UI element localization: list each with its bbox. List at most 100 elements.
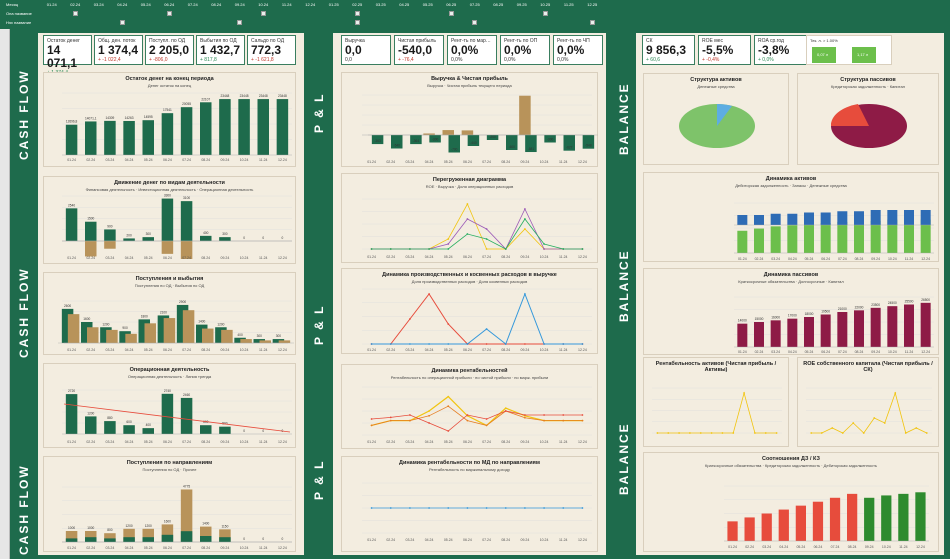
data-point (667, 432, 670, 434)
bar (812, 501, 824, 541)
bar (429, 135, 441, 143)
bar (200, 536, 212, 542)
x-tick-label: 02.24 (86, 348, 95, 352)
bar (85, 537, 97, 542)
kpi-title: Остаток денег (47, 38, 80, 44)
x-tick-label: 12.24 (578, 348, 587, 352)
bar (182, 310, 195, 343)
month-cell: 09.25 (516, 2, 527, 7)
x-tick-label: 07.24 (831, 545, 840, 549)
bar (442, 130, 454, 135)
chart-legend: Финансовая деятельность · Инвестиционная… (85, 187, 254, 192)
x-tick-label: 02.24 (386, 160, 395, 164)
x-tick-label: 06.24 (163, 158, 172, 162)
bar (787, 213, 798, 225)
filter-checkbox[interactable] (260, 10, 266, 16)
bar (163, 318, 176, 343)
data-point (485, 343, 488, 345)
data-label: 300 (276, 334, 282, 338)
x-tick-label: 03.24 (106, 158, 115, 162)
chart-title: Выручка & Чистая прибыль (431, 76, 508, 82)
x-tick-label: 10.24 (882, 545, 891, 549)
x-tick-label: 06.24 (463, 348, 472, 352)
filter-checkbox[interactable] (237, 19, 243, 25)
bar (864, 497, 875, 541)
kpi-value: 9 856,3 (646, 43, 687, 57)
kpi-value: 0,0 (345, 43, 362, 57)
bar (770, 213, 781, 225)
kpi-delta: + -0,4% (702, 57, 720, 63)
chart-title: Движение денег по видам деятельности (114, 180, 225, 186)
filter-checkbox[interactable] (448, 10, 454, 16)
bar (176, 304, 189, 343)
month-cell: 03.24 (93, 2, 104, 7)
bar (215, 327, 227, 343)
bar (787, 318, 798, 347)
x-tick-label: 01.24 (738, 350, 747, 354)
data-point (524, 218, 526, 220)
bar (200, 102, 212, 155)
x-tick-label: 02.24 (745, 545, 754, 549)
filter-checkbox[interactable] (542, 10, 548, 16)
data-point (862, 432, 865, 434)
kpi-title: Рент-ть по мар… (451, 38, 491, 44)
x-tick-label: 12.24 (278, 546, 287, 550)
kpi-value: -5,5% (702, 43, 734, 57)
series-line (657, 391, 777, 434)
data-label: 1200 (102, 322, 109, 326)
data-label: 2720 (68, 389, 75, 393)
x-tick-label: 08.24 (855, 257, 864, 261)
month-cell: 08.25 (493, 2, 504, 7)
month-cell: 05.25 (422, 2, 433, 7)
bar (904, 219, 914, 253)
x-tick-label: 01.24 (367, 440, 376, 444)
data-point (370, 507, 373, 509)
kpi-delta: 0,0% (451, 57, 463, 63)
filter-checkbox[interactable] (472, 19, 478, 25)
x-tick-label: 10.24 (240, 348, 249, 352)
bar (142, 428, 154, 434)
data-point (485, 248, 488, 250)
bar (582, 135, 595, 149)
x-tick-label: 11.24 (259, 348, 268, 352)
data-label: 2540 (68, 203, 75, 207)
kpi-value: 772,3 (251, 43, 282, 57)
bar (240, 339, 252, 343)
bar (125, 333, 137, 343)
filter-checkbox[interactable] (119, 19, 125, 25)
x-tick-label: 08.24 (201, 256, 210, 260)
bar (161, 534, 174, 542)
bar (737, 215, 748, 225)
x-tick-label: 06.24 (821, 257, 830, 261)
data-point (820, 432, 823, 434)
x-tick-label: 04.24 (125, 158, 134, 162)
filter-checkbox[interactable] (72, 10, 78, 16)
x-tick-label: 01.24 (367, 348, 376, 352)
x-tick-label: 08.24 (501, 160, 510, 164)
data-label: 1400 (202, 522, 209, 526)
data-point (656, 432, 659, 434)
x-tick-label: 11.24 (259, 256, 268, 260)
mini-v2: 1,17 л (857, 52, 869, 57)
data-label: 3300 (164, 194, 171, 198)
x-tick-label: 09.24 (221, 440, 230, 444)
x-tick-label: 08.24 (501, 255, 510, 259)
x-tick-label: 08.24 (855, 350, 864, 354)
month-cell: 09.24 (234, 2, 245, 7)
data-point (562, 419, 565, 422)
kpi-card: Выручка 0,0 0,0 (341, 35, 391, 65)
month-cell: 02.25 (352, 2, 363, 7)
filter-checkbox[interactable] (354, 10, 360, 16)
filter-checkbox[interactable] (354, 19, 360, 25)
kpi-title: Рент-ть по ОП (504, 38, 538, 44)
kpi-delta: + -1 022,4 (98, 57, 121, 63)
x-tick-label: 11.24 (559, 538, 568, 542)
filter-checkbox[interactable] (589, 19, 595, 25)
x-tick-label: 08.24 (501, 538, 510, 542)
filter-checkbox[interactable] (166, 10, 172, 16)
x-tick-label: 10.24 (540, 440, 549, 444)
cf-ending-balance-chart: Остаток денег на конец периода Денег оста… (43, 72, 296, 167)
data-label: 23448 (278, 94, 287, 98)
x-tick-label: 03.24 (406, 440, 415, 444)
